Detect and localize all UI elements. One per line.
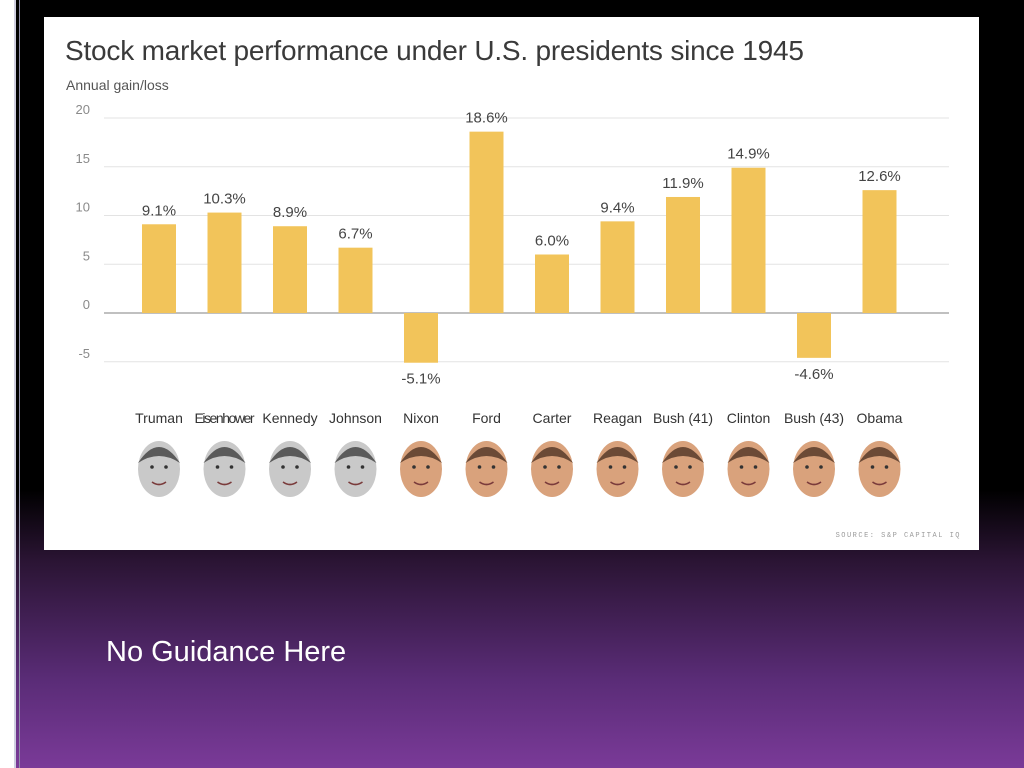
x-tick-label: Bush (41): [653, 410, 713, 426]
y-tick-label: -5: [78, 346, 90, 361]
slide-left-rule: [14, 0, 16, 768]
chart-panel: Stock market performance under U.S. pres…: [44, 17, 979, 550]
data-label: -5.1%: [401, 371, 440, 388]
data-label: 9.1%: [142, 202, 176, 219]
x-tick-label: Carter: [533, 410, 572, 426]
data-label: 10.3%: [203, 191, 246, 208]
president-portrait: [662, 441, 704, 497]
data-label: 8.9%: [273, 204, 307, 221]
bar: [338, 247, 373, 313]
president-portrait: [269, 441, 311, 497]
bar: [535, 254, 569, 313]
slide-left-rule-thin: [19, 0, 20, 768]
president-portrait: [138, 441, 180, 497]
bar: [797, 313, 831, 358]
president-portrait: [793, 441, 835, 497]
bar: [666, 196, 700, 313]
y-tick-label: 15: [76, 151, 90, 166]
y-tick-label: 20: [76, 102, 90, 117]
x-tick-label: Eisenhower: [195, 410, 255, 426]
y-tick-label: 5: [83, 248, 90, 263]
president-portrait: [465, 441, 508, 497]
chart-source: SOURCE: S&P CAPITAL IQ: [835, 532, 961, 540]
data-label: 12.6%: [858, 168, 901, 185]
x-tick-label: Obama: [857, 410, 903, 426]
president-portrait: [203, 441, 246, 497]
president-portrait: [531, 441, 573, 497]
president-portrait: [727, 441, 770, 497]
data-label: 18.6%: [465, 110, 508, 127]
x-tick-label: Clinton: [727, 410, 771, 426]
data-label: -4.6%: [794, 366, 833, 383]
data-label: 11.9%: [662, 175, 703, 192]
president-portrait: [400, 441, 442, 497]
data-label: 9.4%: [600, 199, 634, 216]
bar: [469, 131, 504, 313]
bar: [404, 313, 438, 363]
x-tick-label: Reagan: [593, 410, 642, 426]
x-tick-label: Truman: [135, 410, 183, 426]
y-tick-label: 10: [76, 200, 90, 215]
bar: [731, 167, 766, 313]
bar: [600, 221, 635, 313]
bar: [273, 226, 307, 313]
y-tick-label: 0: [83, 297, 90, 312]
president-portrait: [858, 441, 901, 497]
data-label: 14.9%: [727, 146, 770, 163]
bar: [207, 212, 242, 313]
president-portrait: [596, 441, 639, 497]
data-label: 6.7%: [338, 226, 372, 243]
bar: [142, 224, 176, 313]
x-tick-label: Johnson: [329, 410, 382, 426]
x-tick-label: Bush (43): [784, 410, 844, 426]
bar-chart: 20 15 10 5 0 -5 9.1% Truman 10.3% Eisenhower 8.9% K…: [76, 102, 949, 497]
data-label: 6.0%: [535, 233, 569, 250]
president-portrait: [334, 441, 377, 497]
slide-left-strip: [0, 0, 14, 768]
x-tick-label: Ford: [472, 410, 501, 426]
slide-caption: No Guidance Here: [106, 636, 347, 668]
x-tick-label: Kennedy: [262, 410, 317, 426]
x-tick-label: Nixon: [403, 410, 439, 426]
chart-subtitle: Annual gain/loss: [66, 77, 169, 93]
bar: [862, 190, 897, 313]
chart-title: Stock market performance under U.S. pres…: [65, 35, 804, 66]
